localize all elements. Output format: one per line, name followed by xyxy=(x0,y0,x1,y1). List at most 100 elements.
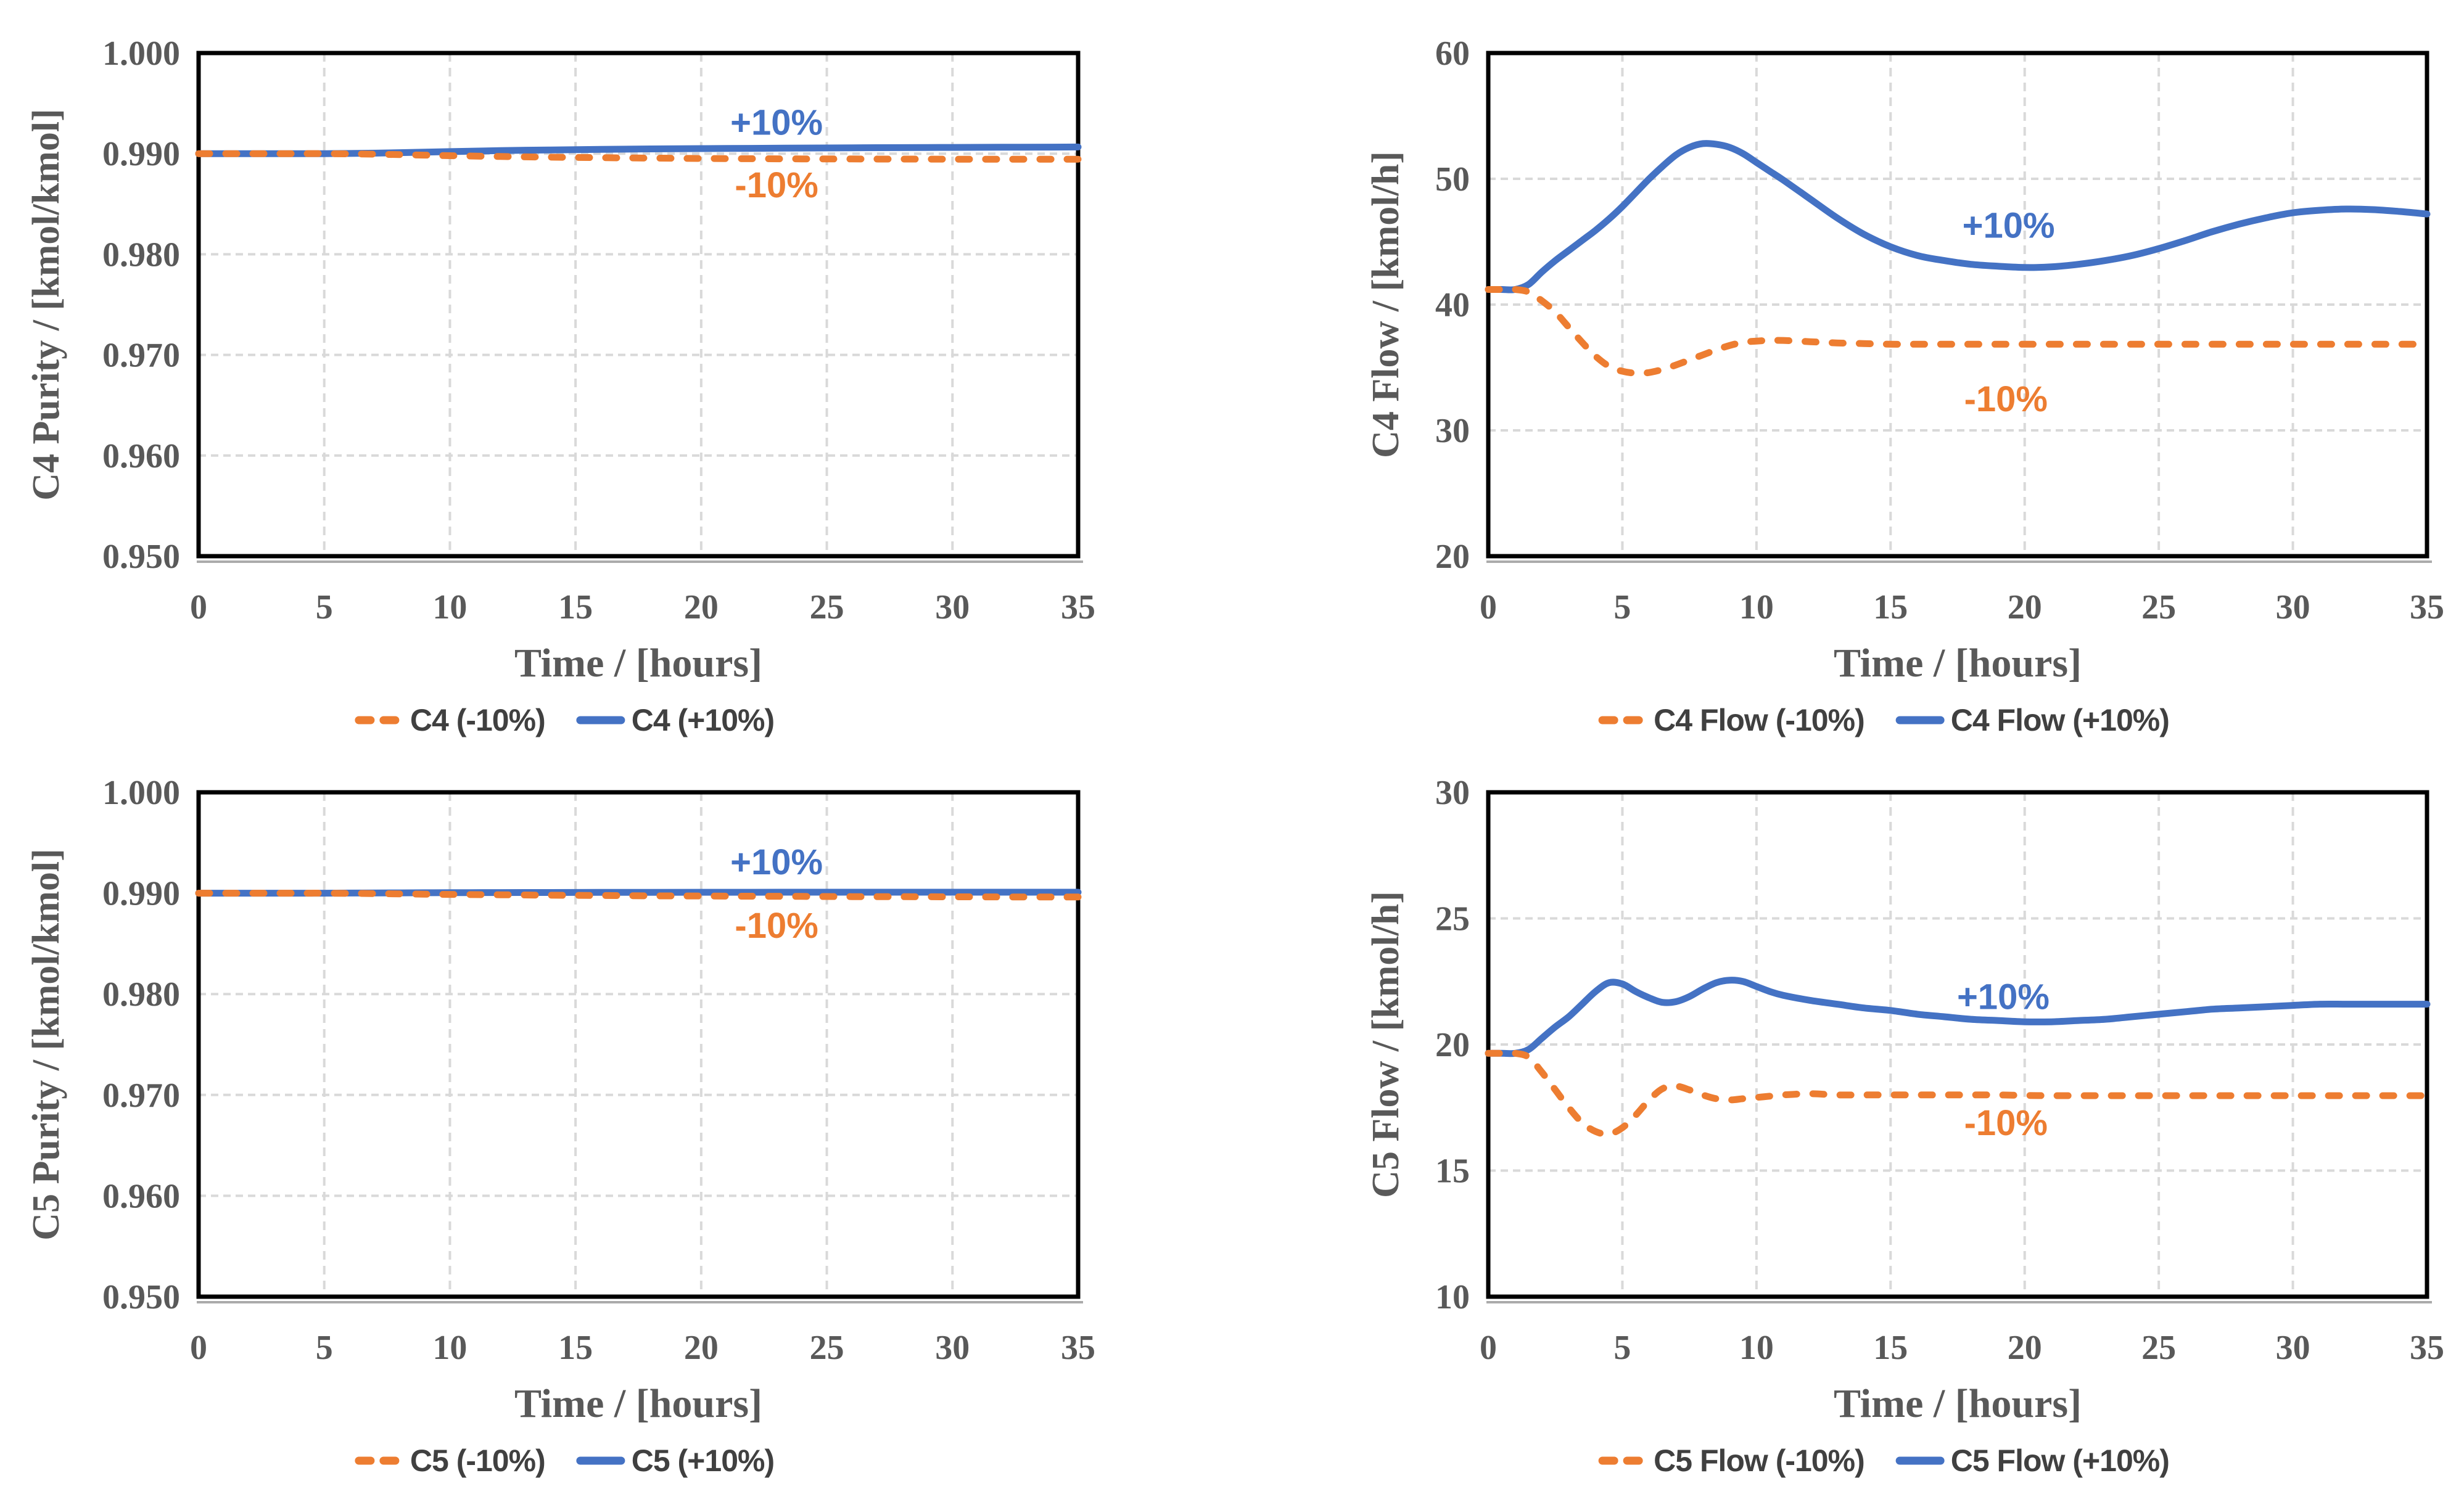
x-tick-label: 15 xyxy=(1873,588,1908,626)
x-tick-label: 5 xyxy=(316,588,333,626)
legend-item: C4 (+10%) xyxy=(576,702,775,738)
legend-label: C4 (+10%) xyxy=(631,703,775,737)
x-tick-label: 0 xyxy=(190,1329,207,1367)
x-tick-label: 10 xyxy=(432,1329,467,1367)
y-tick-label: 40 xyxy=(1435,286,1470,324)
solid-line-swatch-icon xyxy=(1895,1456,1945,1465)
legend-label: C5 Flow (+10%) xyxy=(1950,1443,2170,1478)
x-tick-label: 30 xyxy=(935,1329,970,1367)
dashed-line-swatch-icon xyxy=(355,716,400,724)
annotation-+10%: +10% xyxy=(1957,977,2050,1017)
c4-purity-legend: C4 (-10%) C4 (+10%) xyxy=(355,702,775,738)
dashed-line-swatch-icon xyxy=(1598,1456,1643,1465)
annotation-+10%: +10% xyxy=(730,842,823,882)
series-line-c4-flow-10 xyxy=(1485,285,2431,377)
y-tick-label: 30 xyxy=(1435,774,1470,812)
x-tick-label: 25 xyxy=(2141,1329,2176,1367)
y-tick-label: 0.970 xyxy=(102,337,180,375)
legend-label: C5 Flow (-10%) xyxy=(1654,1443,1865,1478)
x-tick-label: 5 xyxy=(1613,1329,1631,1367)
y-tick-label: 0.950 xyxy=(102,1278,180,1316)
legend-item: C5 Flow (-10%) xyxy=(1598,1443,1865,1479)
y-tick-label: 0.990 xyxy=(102,135,180,173)
y-tick-label: 0.950 xyxy=(102,538,180,576)
x-tick-label: 10 xyxy=(432,588,467,626)
x-tick-label: 30 xyxy=(935,588,970,626)
y-tick-label: 0.990 xyxy=(102,875,180,913)
y-tick-label: 30 xyxy=(1435,412,1470,450)
y-tick-label: 0.960 xyxy=(102,1177,180,1215)
y-tick-label: 0.970 xyxy=(102,1077,180,1115)
legend-label: C5 (+10%) xyxy=(631,1443,775,1478)
x-axis-title: Time / [hours] xyxy=(514,641,762,686)
x-tick-label: 30 xyxy=(2276,1329,2310,1367)
y-tick-label: 20 xyxy=(1435,538,1470,576)
legend-item: C5 Flow (+10%) xyxy=(1895,1443,2170,1479)
annotation--10%: -10% xyxy=(1964,379,2048,419)
y-tick-label: 10 xyxy=(1435,1278,1470,1316)
y-tick-label: 1.000 xyxy=(102,774,180,812)
solid-line-swatch-icon xyxy=(576,1456,625,1465)
y-tick-label: 15 xyxy=(1435,1152,1470,1191)
x-tick-label: 20 xyxy=(684,588,719,626)
annotation-+10%: +10% xyxy=(1963,205,2055,245)
series-line-c5-flow-10 xyxy=(1485,1049,2431,1138)
legend-item: C5 (+10%) xyxy=(576,1443,775,1479)
dashed-line-swatch-icon xyxy=(355,1456,400,1465)
x-tick-label: 15 xyxy=(558,1329,593,1367)
annotation--10%: -10% xyxy=(735,165,818,205)
x-tick-label: 20 xyxy=(2008,588,2042,626)
y-tick-label: 0.960 xyxy=(102,437,180,475)
series-line-c4-flow-10 xyxy=(1485,140,2431,293)
legend-item: C4 (-10%) xyxy=(355,702,546,738)
x-tick-label: 15 xyxy=(558,588,593,626)
plot-border xyxy=(196,790,1081,1299)
y-tick-label: 0.980 xyxy=(102,975,180,1014)
x-tick-label: 35 xyxy=(1061,588,1095,626)
legend-label: C4 (-10%) xyxy=(410,703,546,737)
y-axis-title: C4 Purity / [kmol/kmol] xyxy=(25,109,67,500)
legend-item: C4 Flow (-10%) xyxy=(1598,702,1865,738)
annotation-+10%: +10% xyxy=(730,103,823,143)
plot-border xyxy=(196,51,1081,559)
x-tick-label: 35 xyxy=(2410,1329,2444,1367)
plot-border xyxy=(1486,790,2429,1299)
x-axis-title: Time / [hours] xyxy=(1834,641,2082,686)
y-tick-label: 20 xyxy=(1435,1026,1470,1064)
x-tick-label: 15 xyxy=(1873,1329,1908,1367)
x-tick-label: 25 xyxy=(810,588,844,626)
x-tick-label: 5 xyxy=(316,1329,333,1367)
series-line-c5-flow-10 xyxy=(1485,977,2431,1057)
legend-label: C4 Flow (-10%) xyxy=(1654,703,1865,737)
x-tick-label: 10 xyxy=(1739,588,1774,626)
x-tick-label: 0 xyxy=(1480,588,1497,626)
legend-item: C4 Flow (+10%) xyxy=(1895,702,2170,738)
y-axis-title: C5 Flow / [kmol/h] xyxy=(1365,891,1407,1198)
legend-label: C5 (-10%) xyxy=(410,1443,546,1478)
x-axis-title: Time / [hours] xyxy=(514,1381,762,1426)
y-axis-title: C4 Flow / [kmol/h] xyxy=(1365,151,1407,458)
annotation--10%: -10% xyxy=(735,906,818,946)
legend-item: C5 (-10%) xyxy=(355,1443,546,1479)
series-line-c5-10 xyxy=(195,890,1082,901)
x-tick-label: 0 xyxy=(190,588,207,626)
series-line-c4-10 xyxy=(195,143,1082,157)
annotation--10%: -10% xyxy=(1964,1103,2048,1143)
y-tick-label: 50 xyxy=(1435,160,1470,199)
y-tick-label: 1.000 xyxy=(102,35,180,73)
y-tick-label: 0.980 xyxy=(102,236,180,274)
x-tick-label: 25 xyxy=(2141,588,2176,626)
x-tick-label: 5 xyxy=(1613,588,1631,626)
x-tick-label: 30 xyxy=(2276,588,2310,626)
c5-purity-legend: C5 (-10%) C5 (+10%) xyxy=(355,1443,775,1479)
x-axis-title: Time / [hours] xyxy=(1834,1381,2082,1426)
x-tick-label: 20 xyxy=(684,1329,719,1367)
solid-line-swatch-icon xyxy=(576,716,625,724)
y-tick-label: 25 xyxy=(1435,900,1470,938)
x-tick-label: 35 xyxy=(1061,1329,1095,1367)
y-tick-label: 60 xyxy=(1435,35,1470,73)
